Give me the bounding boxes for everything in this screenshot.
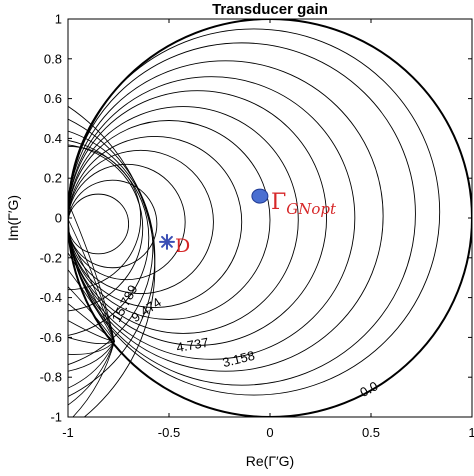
- asterisk-stroke: [161, 235, 173, 248]
- y-tick-label: 1: [55, 12, 62, 27]
- gain-contour-8: [68, 135, 243, 308]
- x-tick-label: -0.5: [158, 425, 180, 440]
- gain-contour-1: [68, 28, 441, 396]
- contour-lines: [68, 19, 472, 417]
- x-axis-ticks: -1 -0.5 0 0.5 1: [62, 19, 474, 440]
- gain-contour-5: [68, 90, 327, 346]
- y-tick-label: -0.8: [40, 370, 62, 385]
- fan-contour-4: [68, 252, 115, 342]
- y-axis-ticks: 1 0.8 0.6 0.4 0.2 0 -0.2 -0.4 -0.6 -0.8 -1: [40, 12, 472, 425]
- gain-contour-2: [68, 42, 416, 386]
- y-tick-label: 0.6: [44, 91, 62, 106]
- fan-contour-7: [68, 303, 115, 342]
- y-tick-label: -0.2: [40, 250, 62, 265]
- gain-contour-9: [68, 149, 214, 295]
- fan-contour-2: [68, 218, 115, 342]
- y-tick-label: 0: [55, 211, 62, 226]
- gamma-gnopt-label: ΓGNopt: [271, 190, 337, 218]
- gain-contour-7: [68, 120, 271, 320]
- x-axis-label: Re(Γ′G): [246, 453, 294, 469]
- left-contour-4: [68, 130, 154, 366]
- left-contour-1: [68, 145, 142, 291]
- contour-label-1: 0.0: [357, 378, 380, 400]
- fan-contour-3: [68, 235, 115, 342]
- d-label: D: [175, 235, 190, 257]
- x-tick-label: 0: [266, 425, 273, 440]
- y-tick-label: -0.4: [40, 290, 62, 305]
- point-d-marker: [158, 233, 175, 250]
- fan-contour-5: [68, 269, 115, 342]
- x-tick-label: 0.5: [362, 425, 380, 440]
- fan-contour-12: [68, 341, 115, 389]
- contour-label-3: 4.737: [175, 335, 210, 355]
- gain-contour-4: [68, 76, 356, 360]
- gain-contour-10: [68, 163, 186, 281]
- left-contour-3: [68, 139, 150, 336]
- y-axis-label: Im(Γ′G): [5, 195, 21, 241]
- y-tick-label: -0.6: [40, 330, 62, 345]
- fan-contour-11: [68, 341, 115, 372]
- fan-contour-1: [68, 201, 115, 342]
- gamma-gnopt-marker: [251, 188, 269, 204]
- x-tick-label: -1: [62, 425, 74, 440]
- gain-contour-3: [68, 60, 384, 372]
- chart-title: Transducer gain: [212, 1, 328, 18]
- gain-contour-6: [68, 106, 299, 334]
- x-tick-label: 1: [468, 425, 474, 440]
- y-tick-label: 0.4: [44, 131, 62, 146]
- y-tick-label: 0.8: [44, 51, 62, 66]
- gain-contour-11: [68, 179, 158, 269]
- fan-contour-13: [68, 341, 115, 406]
- markers: [158, 188, 269, 250]
- left-contour-6: [68, 105, 156, 417]
- gain-contour-12: [68, 193, 130, 255]
- fan-contour-14: [72, 341, 115, 417]
- y-tick-label: 0.2: [44, 171, 62, 186]
- left-contour-2: [68, 144, 144, 312]
- y-tick-label: -1: [50, 410, 62, 425]
